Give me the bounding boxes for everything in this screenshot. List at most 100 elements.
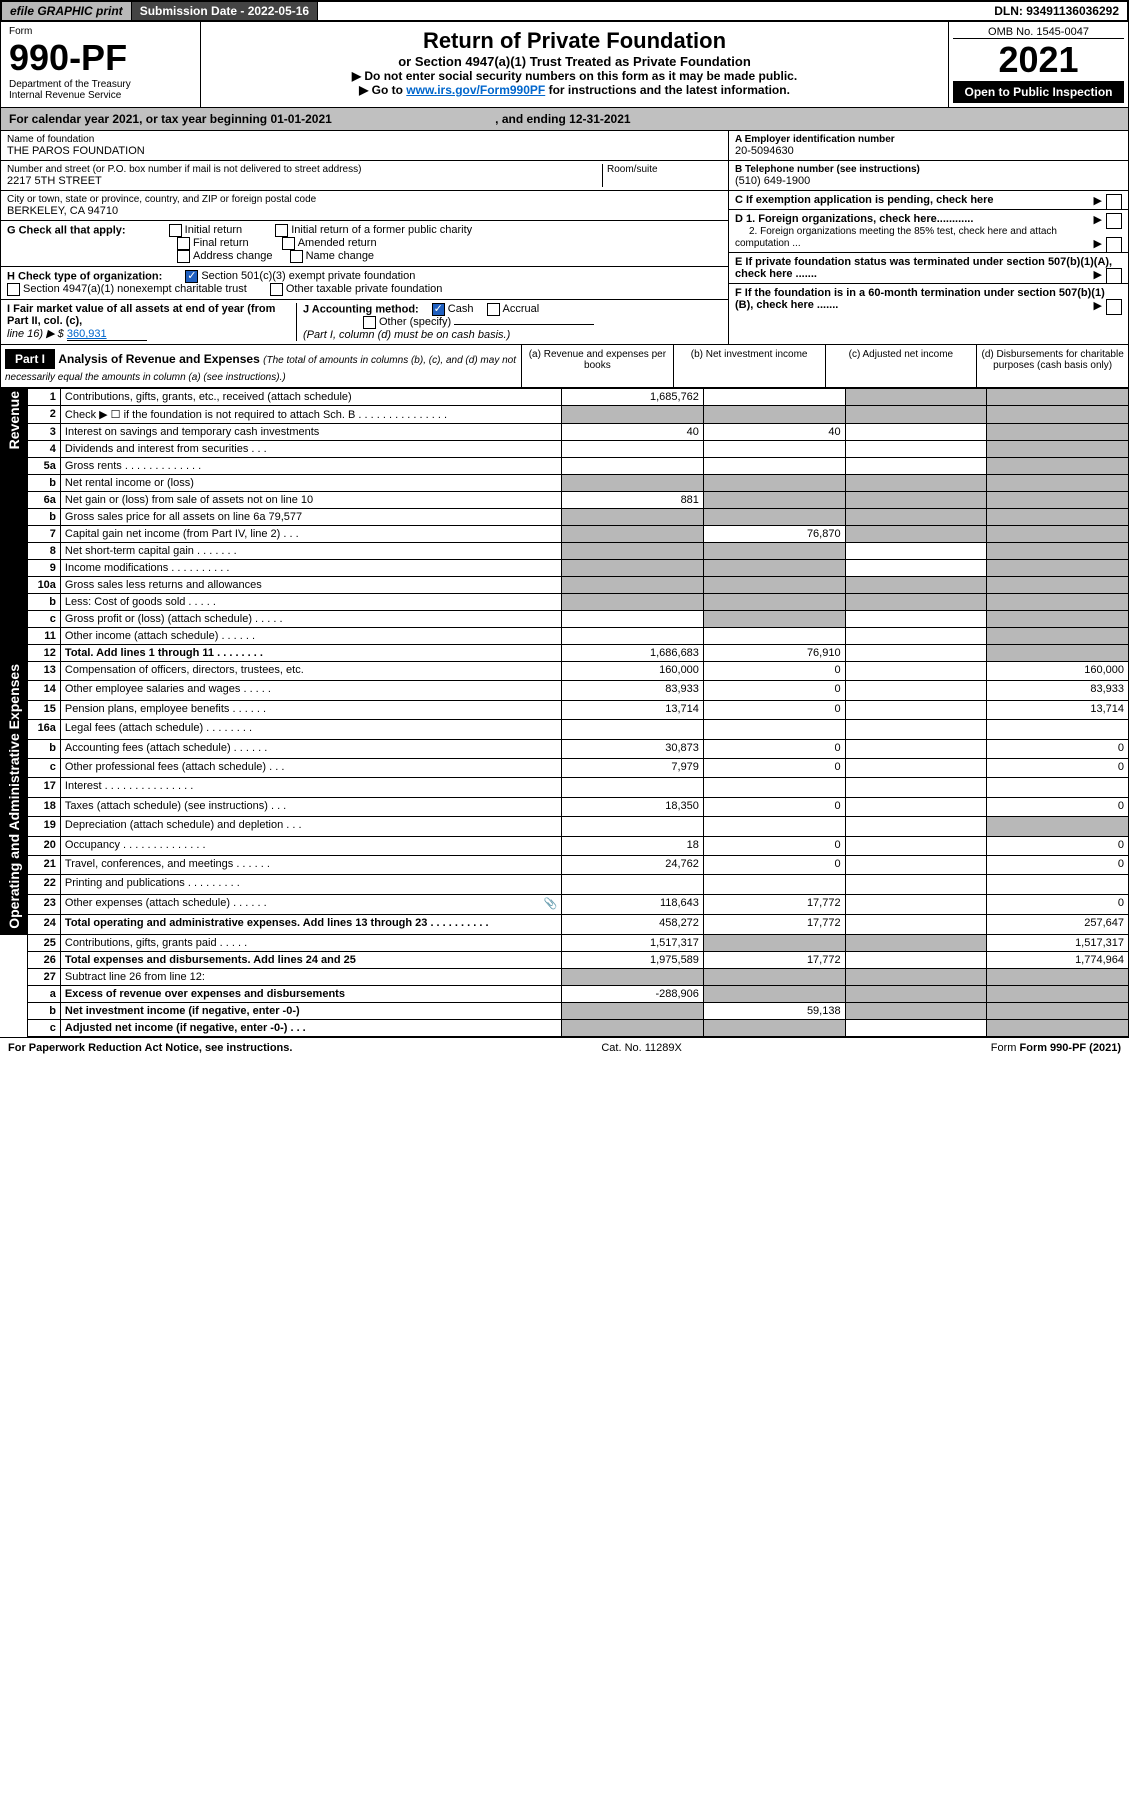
accrual-checkbox[interactable] [487,303,500,316]
cell-value [845,526,987,543]
goto-note: ▶ Go to www.irs.gov/Form990PF for instru… [207,83,942,97]
other-method-checkbox[interactable] [363,316,376,329]
cell-value [987,720,1129,739]
e-checkbox[interactable] [1106,268,1122,284]
line-number: b [28,739,61,758]
cell-value [562,720,704,739]
cell-value [845,720,987,739]
phone-value: (510) 649-1900 [735,175,1122,187]
cell-value: 1,774,964 [987,951,1129,968]
cell-value: 40 [703,424,845,441]
cell-value: 76,910 [703,645,845,662]
cell-value: 0 [703,758,845,777]
cell-value: 160,000 [987,662,1129,681]
cell-value [703,968,845,985]
cell-value [562,475,704,492]
cell-value [987,577,1129,594]
cell-value: 7,979 [562,758,704,777]
cell-value [703,594,845,611]
c-checkbox[interactable] [1106,194,1122,210]
line-description: Net short-term capital gain . . . . . . … [60,543,561,560]
city-state-zip: BERKELEY, CA 94710 [7,205,722,217]
efile-print-button[interactable]: efile GRAPHIC print [2,2,132,20]
line-description: Less: Cost of goods sold . . . . . [60,594,561,611]
cell-value [987,645,1129,662]
line-description: Excess of revenue over expenses and disb… [60,985,561,1002]
line-number: c [28,611,61,628]
footer-left: For Paperwork Reduction Act Notice, see … [8,1042,292,1054]
line-description: Dividends and interest from securities .… [60,441,561,458]
cell-value: 18,350 [562,797,704,816]
cell-value: 13,714 [562,700,704,719]
fmv-value-link[interactable]: 360,931 [67,328,147,341]
cell-value [703,475,845,492]
cell-value: 0 [703,662,845,681]
e-label: E If private foundation status was termi… [735,256,1112,280]
i-label: I Fair market value of all assets at end… [7,303,275,327]
cell-value [845,681,987,700]
line-description: Gross sales price for all assets on line… [60,509,561,526]
cell-value [845,594,987,611]
cell-value [845,951,987,968]
col-d-header: (d) Disbursements for charitable purpose… [976,345,1128,387]
cell-value [845,389,987,406]
name-change-checkbox[interactable] [290,250,303,263]
g-label: G Check all that apply: [7,224,126,236]
part1-header: Part I Analysis of Revenue and Expenses … [0,345,1129,388]
cell-value: 0 [703,681,845,700]
form990pf-link[interactable]: www.irs.gov/Form990PF [406,83,545,97]
line-number: c [28,1019,61,1036]
cell-value [562,560,704,577]
cell-value [987,611,1129,628]
cell-value [845,836,987,855]
cell-value: 881 [562,492,704,509]
cell-value [845,1019,987,1036]
page-footer: For Paperwork Reduction Act Notice, see … [0,1037,1129,1058]
cell-value [703,985,845,1002]
phone-label: B Telephone number (see instructions) [735,164,1122,175]
initial-return-checkbox[interactable] [169,224,182,237]
line-number: 21 [28,855,61,874]
final-return-checkbox[interactable] [177,237,190,250]
cell-value [845,985,987,1002]
cell-value [987,475,1129,492]
cell-value [845,645,987,662]
cell-value [987,968,1129,985]
form-subtitle: or Section 4947(a)(1) Trust Treated as P… [207,54,942,69]
cell-value [562,526,704,543]
cell-value: 76,870 [703,526,845,543]
address-change-checkbox[interactable] [177,250,190,263]
d2-checkbox[interactable] [1106,237,1122,253]
initial-return-former-checkbox[interactable] [275,224,288,237]
line-description: Pension plans, employee benefits . . . .… [60,700,561,719]
line-number: 17 [28,778,61,797]
cell-value [562,577,704,594]
line-number: 7 [28,526,61,543]
cell-value [845,758,987,777]
cell-value [562,875,704,894]
line-number: c [28,758,61,777]
amended-return-checkbox[interactable] [282,237,295,250]
cell-value [703,934,845,951]
cell-value: 0 [987,894,1129,915]
d1-checkbox[interactable] [1106,213,1122,229]
cell-value [703,441,845,458]
cell-value: 0 [987,836,1129,855]
line-number: 4 [28,441,61,458]
line-description: Legal fees (attach schedule) . . . . . .… [60,720,561,739]
cell-value [562,611,704,628]
cell-value [987,560,1129,577]
line-number: 9 [28,560,61,577]
501c3-checkbox[interactable] [185,270,198,283]
cell-value [845,662,987,681]
f-checkbox[interactable] [1106,299,1122,315]
j-label: J Accounting method: [303,303,419,315]
line-number: b [28,594,61,611]
cell-value: 0 [987,739,1129,758]
cell-value [703,389,845,406]
cell-value: 1,685,762 [562,389,704,406]
other-taxable-checkbox[interactable] [270,283,283,296]
cash-checkbox[interactable] [432,303,445,316]
cell-value: 30,873 [562,739,704,758]
4947-checkbox[interactable] [7,283,20,296]
